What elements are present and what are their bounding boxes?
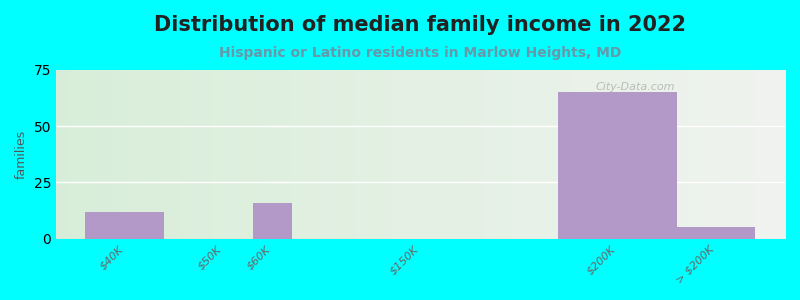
Title: Distribution of median family income in 2022: Distribution of median family income in … — [154, 15, 686, 35]
Text: Hispanic or Latino residents in Marlow Heights, MD: Hispanic or Latino residents in Marlow H… — [219, 46, 622, 60]
Bar — [253, 203, 292, 239]
Bar — [677, 227, 755, 239]
Bar — [86, 212, 164, 239]
Bar — [558, 92, 677, 239]
Y-axis label: families: families — [15, 130, 28, 179]
Text: City-Data.com: City-Data.com — [595, 82, 675, 92]
